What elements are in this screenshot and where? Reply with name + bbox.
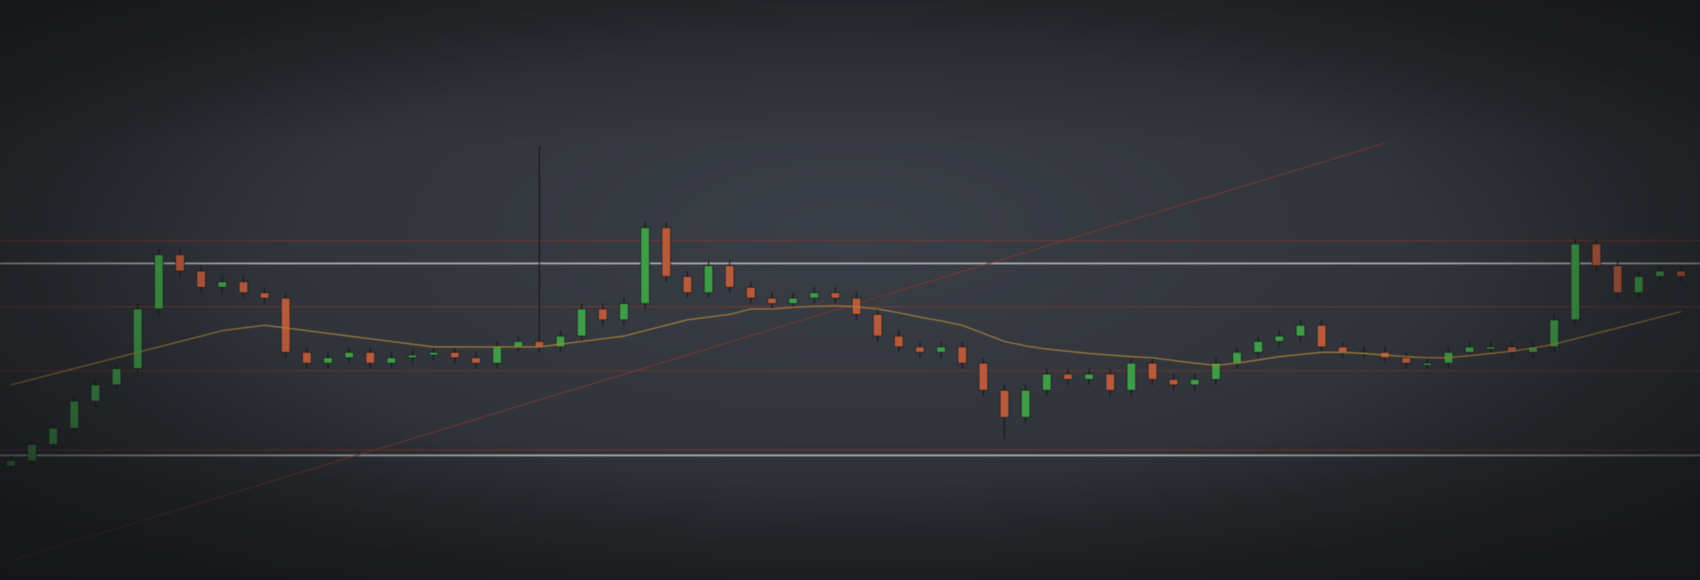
candle-body bbox=[1190, 379, 1200, 386]
candle-body bbox=[429, 352, 439, 356]
candle-body bbox=[1591, 243, 1602, 266]
candle-body bbox=[978, 362, 989, 391]
trend-line bbox=[10, 142, 1386, 562]
candle-body bbox=[724, 265, 735, 288]
candle-body bbox=[323, 357, 333, 364]
candle-body bbox=[619, 303, 629, 321]
candle-body bbox=[365, 352, 375, 364]
candle-body bbox=[1063, 373, 1073, 380]
candle-body bbox=[957, 346, 967, 364]
candle-body bbox=[407, 354, 418, 359]
candle-body bbox=[1464, 346, 1475, 353]
candle-body bbox=[154, 254, 164, 310]
candle-body bbox=[1105, 373, 1115, 391]
candle-body bbox=[1084, 373, 1094, 380]
candle-body bbox=[1147, 362, 1158, 380]
candle-body bbox=[788, 297, 798, 304]
candle-body bbox=[217, 281, 227, 288]
candle-body bbox=[111, 368, 122, 386]
candle-body bbox=[830, 292, 841, 299]
candle-body bbox=[1168, 379, 1179, 386]
candle-body bbox=[27, 444, 37, 462]
candle-body bbox=[513, 341, 523, 348]
candle-body bbox=[344, 352, 354, 359]
candle-body bbox=[196, 270, 206, 288]
candle-body bbox=[555, 335, 566, 348]
candle-body bbox=[90, 384, 101, 402]
candle-body bbox=[598, 308, 608, 321]
candle-body bbox=[1042, 373, 1052, 391]
candle-body bbox=[894, 335, 904, 348]
candle-body bbox=[1401, 357, 1411, 364]
candle-body bbox=[577, 308, 587, 337]
candle-body bbox=[1570, 243, 1580, 321]
candle-body bbox=[1338, 346, 1348, 353]
candle-body bbox=[175, 254, 185, 272]
candle-body bbox=[1316, 324, 1327, 348]
candle-body bbox=[386, 357, 397, 364]
candle-body bbox=[302, 352, 312, 364]
candle-body bbox=[450, 352, 460, 359]
candle-body bbox=[471, 357, 481, 364]
candle-body bbox=[133, 308, 143, 369]
candle-body bbox=[281, 297, 291, 353]
candle-body bbox=[809, 292, 819, 299]
candle-body bbox=[682, 276, 693, 294]
candle-body bbox=[1422, 362, 1432, 366]
candle-body bbox=[872, 314, 883, 337]
candle-body bbox=[1634, 276, 1644, 294]
candle-body bbox=[238, 281, 249, 294]
candle-body bbox=[1295, 324, 1306, 337]
candle-body bbox=[936, 346, 946, 353]
candle-body bbox=[1126, 362, 1137, 391]
candle-body bbox=[492, 346, 502, 364]
candle-body bbox=[1486, 346, 1496, 350]
candle-body bbox=[1020, 389, 1031, 418]
candle-body bbox=[767, 297, 777, 304]
candle-body bbox=[259, 292, 270, 299]
candle-body bbox=[703, 265, 714, 294]
candle-body bbox=[69, 400, 79, 429]
candle-body bbox=[1655, 270, 1665, 277]
candle-body bbox=[1274, 335, 1284, 342]
candle-body bbox=[640, 227, 650, 304]
candle-body bbox=[915, 346, 925, 353]
candle-body bbox=[1612, 265, 1623, 294]
candle-body bbox=[1676, 270, 1686, 277]
candle-body bbox=[6, 460, 16, 467]
moving-average bbox=[10, 305, 1682, 386]
candle-body bbox=[999, 389, 1010, 418]
candle-body bbox=[1253, 341, 1263, 353]
candle-body bbox=[746, 286, 756, 299]
candle-body bbox=[1232, 352, 1242, 364]
candle-body bbox=[48, 427, 58, 445]
candle-body bbox=[661, 227, 671, 277]
